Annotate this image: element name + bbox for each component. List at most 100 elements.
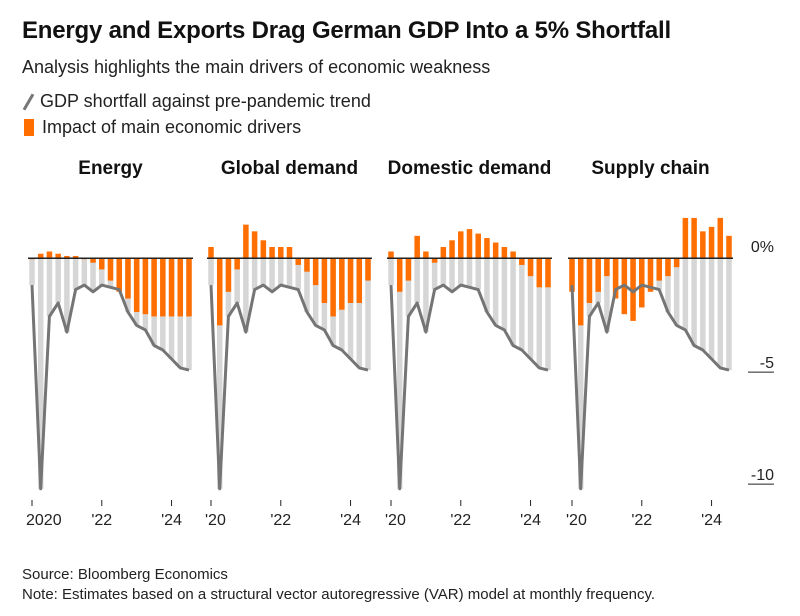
driver-impact-bar [37,253,44,259]
driver-impact-bar [99,258,105,270]
driver-impact-bar [630,258,636,321]
gdp-shortfall-bar [269,258,275,292]
gdp-shortfall-bar [431,258,438,290]
x-tick-label: '22 [631,512,652,529]
gdp-shortfall-bar [492,258,499,326]
gdp-shortfall-bar [251,258,258,290]
gdp-shortfall-bar [726,258,732,371]
x-tick-label: '20 [205,512,226,529]
driver-impact-bar [64,255,70,259]
driver-impact-bar [260,240,267,259]
driver-impact-bar [339,258,345,310]
driver-impact-bar [458,231,464,259]
gdp-shortfall-bar [46,258,53,317]
gdp-shortfall-line [570,283,730,491]
gdp-shortfall-bar [423,258,429,333]
x-tick-label: '20 [385,512,406,529]
driver-impact-bar [286,247,293,259]
legend-line-swatch [22,93,34,111]
driver-impact-bar [475,233,481,259]
driver-impact-bar [46,251,53,259]
gdp-shortfall-bar [708,258,715,359]
driver-impact-bar [501,247,508,259]
driver-impact-bar [330,258,336,317]
x-tick-label: '24 [340,512,361,529]
driver-impact-bar [569,258,575,292]
driver-impact-bar [90,258,96,263]
y-tick-label: -10 [751,467,774,484]
gdp-shortfall-bar [347,258,354,359]
gdp-shortfall-bar [501,258,508,330]
driver-impact-bar [545,258,551,288]
gdp-shortfall-bar [458,258,464,286]
gdp-shortfall-bar [604,258,610,333]
gdp-shortfall-bar [81,258,88,286]
driver-impact-bar [151,258,157,317]
x-tick-label: '20 [566,512,587,529]
gdp-shortfall-bar [440,258,447,286]
chart-title: Energy and Exports Drag German GDP Into … [22,17,671,44]
driver-impact-bar [484,238,490,259]
driver-impact-bar [691,217,697,259]
driver-impact-bar [396,258,403,292]
driver-impact-bar [423,251,429,259]
gdp-shortfall-bar [90,258,96,292]
x-tick-label: 2020 [26,512,62,529]
gdp-shortfall-bar [286,258,293,288]
gdp-shortfall-bar [260,258,267,286]
gdp-shortfall-bar [208,258,214,286]
gdp-shortfall-bar [356,258,363,368]
gdp-shortfall-bar [243,258,249,333]
chart-subtitle: Analysis highlights the main drivers of … [22,57,491,77]
driver-impact-bar [312,258,319,286]
gdp-shortfall-bar [295,258,301,290]
driver-impact-bar [656,258,662,281]
driver-impact-bar [251,231,258,259]
driver-impact-bar [388,251,394,259]
gdp-shortfall-bar [72,258,79,290]
driver-impact-bar [577,258,584,326]
driver-impact-bar [208,247,214,259]
gdp-shortfall-bar [700,258,706,350]
methodology-note: Note: Estimates based on a structural ve… [22,586,656,603]
driver-impact-bar [356,258,363,303]
gdp-shortfall-bar [388,258,394,286]
driver-impact-bar [142,258,149,315]
driver-impact-bar [604,258,610,277]
driver-impact-bar [708,226,715,259]
panel-title-2: Domestic demand [388,158,552,179]
driver-impact-bar [125,258,131,299]
source-note: Source: Bloomberg Economics [22,566,228,583]
driver-impact-bar [717,217,724,259]
gdp-shortfall-bar [475,258,481,290]
driver-impact-bar [304,258,310,272]
gdp-shortfall-bar [396,258,403,489]
driver-impact-bar [278,247,284,259]
driver-impact-bar [186,258,192,317]
panel-title-3: Supply chain [591,158,709,179]
gdp-shortfall-bar [365,258,371,371]
x-tick-label: '24 [701,512,722,529]
small-multiples-chart: Energy 2020 '22 '24 Global demand '20 '22 '24 Do… [26,158,774,529]
driver-impact-bar [519,258,525,265]
gdp-shortfall-bar [466,258,473,288]
gdp-shortfall-bar [527,258,534,359]
gdp-shortfall-bar [405,258,412,317]
driver-impact-bar [466,229,473,259]
gdp-shortfall-bar [278,258,284,286]
gdp-shortfall-bar [55,258,61,303]
driver-impact-bar [321,258,328,303]
gdp-shortfall-line [389,283,549,491]
driver-impact-bar [726,235,732,259]
driver-impact-bar [347,258,354,303]
driver-impact-bar [682,217,689,259]
gdp-shortfall-bar [99,258,105,286]
driver-impact-bar [116,258,122,292]
gdp-shortfall-bar [665,258,671,312]
gdp-shortfall-bar [545,258,551,371]
legend-label-drivers: Impact of main economic drivers [42,117,302,137]
driver-impact-bar [639,258,645,308]
legend-bar-swatch [24,119,34,136]
gdp-shortfall-line [209,283,369,491]
driver-impact-bar [586,258,593,303]
